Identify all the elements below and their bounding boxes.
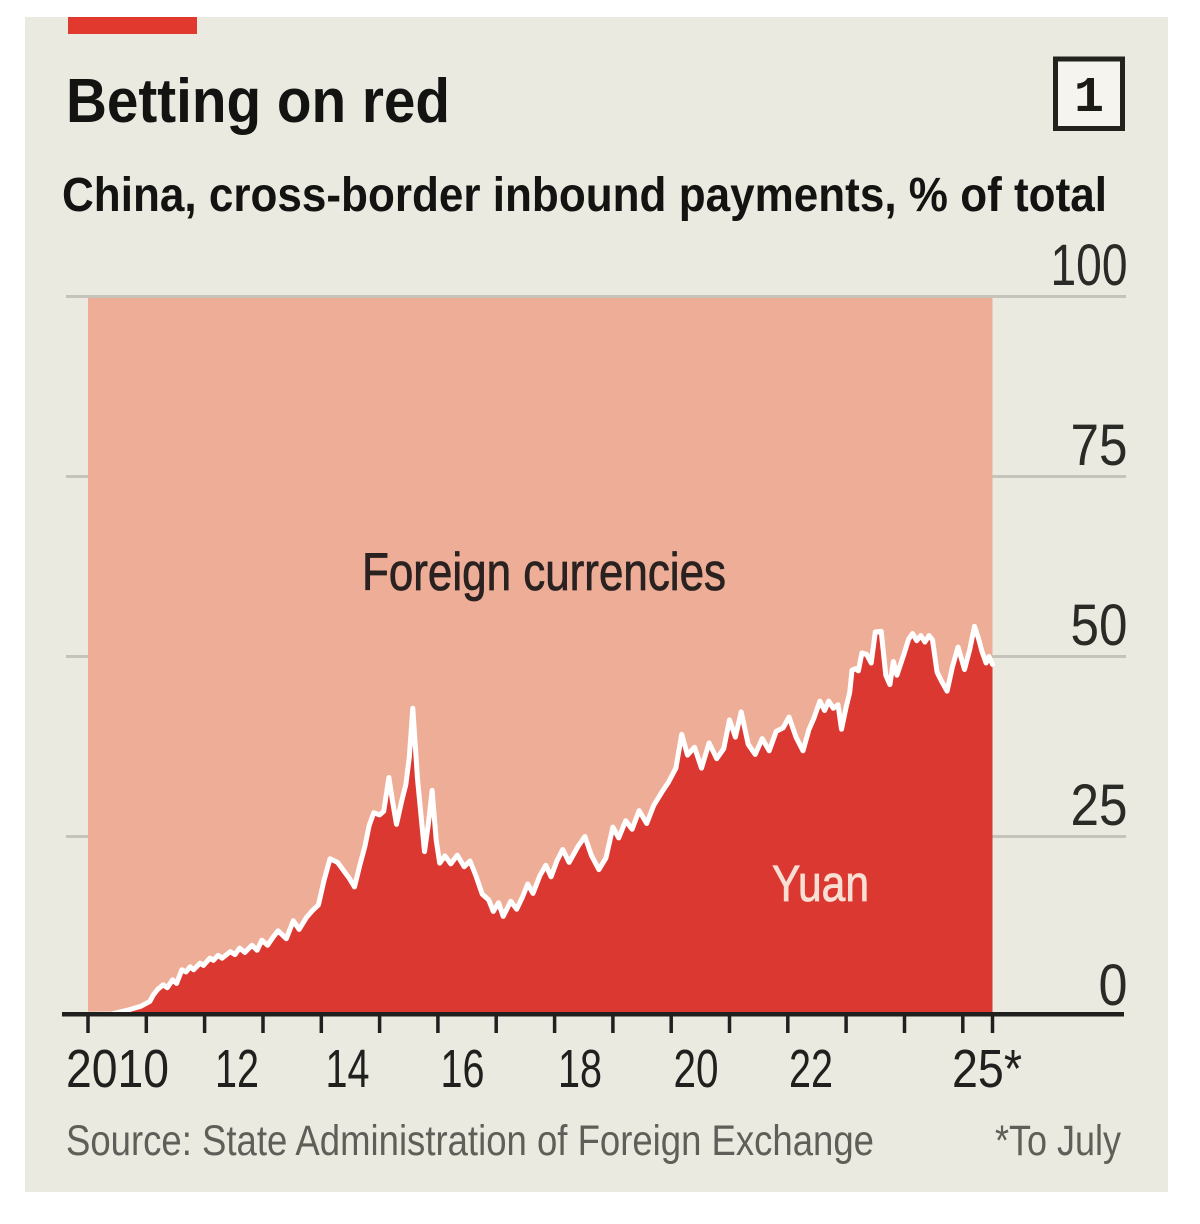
svg-text:China, cross-border inbound pa: China, cross-border inbound payments, % … bbox=[62, 169, 1107, 222]
svg-text:22: 22 bbox=[789, 1039, 833, 1099]
svg-text:2010: 2010 bbox=[66, 1039, 169, 1099]
svg-text:Source: State Administration o: Source: State Administration of Foreign … bbox=[66, 1118, 874, 1165]
svg-text:1: 1 bbox=[1074, 70, 1104, 127]
svg-text:25*: 25* bbox=[952, 1039, 1022, 1099]
svg-text:Betting on red: Betting on red bbox=[66, 67, 450, 136]
svg-text:Foreign currencies: Foreign currencies bbox=[362, 543, 726, 602]
svg-text:*To July: *To July bbox=[995, 1118, 1122, 1165]
svg-text:50: 50 bbox=[1071, 593, 1128, 658]
svg-text:14: 14 bbox=[326, 1039, 370, 1099]
svg-text:16: 16 bbox=[441, 1039, 485, 1099]
svg-text:0: 0 bbox=[1099, 953, 1128, 1018]
svg-text:20: 20 bbox=[674, 1039, 719, 1099]
svg-text:12: 12 bbox=[215, 1039, 259, 1099]
svg-text:Yuan: Yuan bbox=[772, 855, 869, 912]
svg-text:18: 18 bbox=[558, 1039, 602, 1099]
svg-text:75: 75 bbox=[1071, 413, 1128, 478]
svg-text:25: 25 bbox=[1071, 773, 1128, 838]
svg-text:100: 100 bbox=[1051, 233, 1128, 298]
